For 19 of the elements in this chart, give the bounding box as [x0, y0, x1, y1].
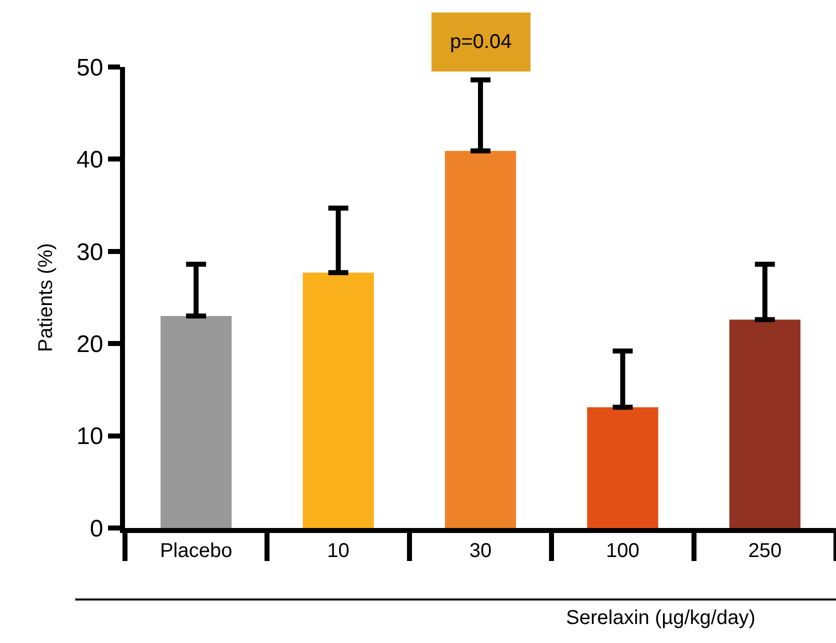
bar	[302, 272, 374, 528]
x-tick-label: 100	[606, 540, 640, 562]
x-axis-title: Serelaxin (µg/kg/day)	[566, 607, 756, 629]
x-tick-label: 250	[748, 540, 782, 562]
y-tick-label: 50	[76, 54, 104, 82]
y-tick-label: 0	[90, 515, 104, 542]
y-tick-label: 40	[76, 146, 104, 174]
y-tick-label: 10	[76, 423, 104, 450]
y-axis-title: Patients (%)	[34, 243, 57, 352]
x-tick-label: 10	[327, 540, 350, 562]
x-tick-label: 30	[469, 540, 492, 562]
x-tick-label: Placebo	[160, 540, 232, 562]
annotation: p=0.04	[450, 31, 512, 53]
bar	[160, 316, 232, 528]
bar	[587, 407, 658, 528]
y-tick-label: 30	[76, 238, 104, 266]
bar	[729, 320, 800, 528]
y-tick-label: 20	[76, 331, 104, 358]
bar	[444, 150, 516, 528]
